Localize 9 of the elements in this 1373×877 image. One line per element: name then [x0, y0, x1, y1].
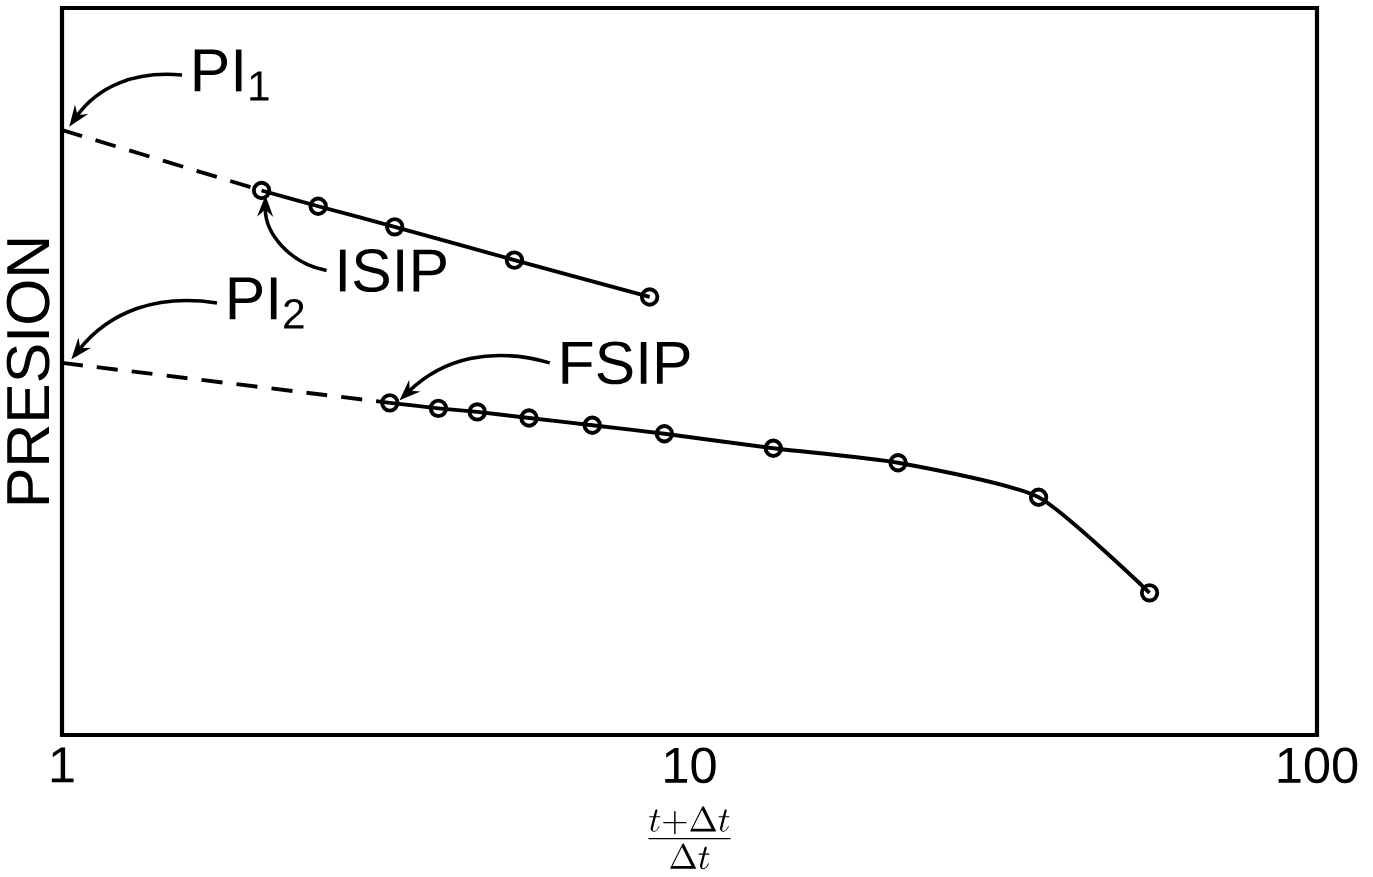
x-tick-label: 100 — [1278, 747, 1358, 784]
annotation: ISIP — [339, 249, 446, 293]
x-tick-label: 1 — [51, 747, 74, 783]
y-axis-title: PRESION — [6, 239, 50, 504]
x-axis-title: $\frac{t+\Delta t}{\Delta t}$ — [648, 806, 731, 870]
annotation: FSIP — [562, 341, 690, 385]
annotation: PI$_{1}$ — [194, 49, 269, 101]
annotation: PI$_{2}$ — [229, 277, 304, 329]
x-tick-label: 10 — [665, 747, 716, 784]
